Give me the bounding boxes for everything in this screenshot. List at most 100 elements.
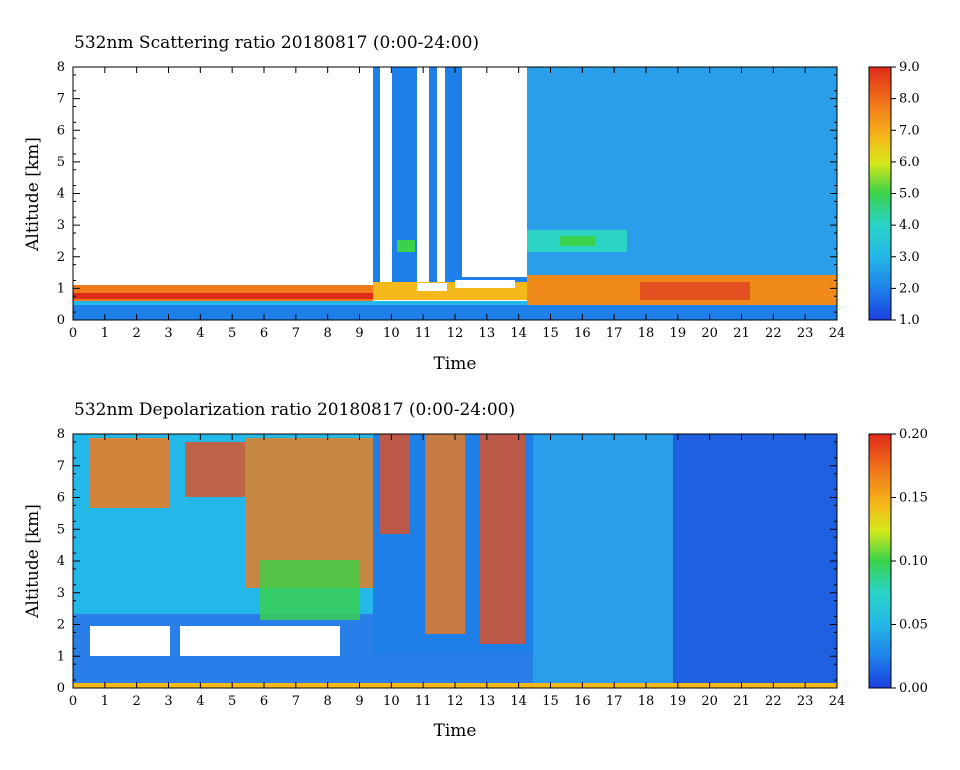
x-tick-label: 8 bbox=[324, 326, 332, 341]
cloud-edge bbox=[480, 434, 525, 644]
x-tick-label: 13 bbox=[479, 326, 496, 341]
x-tick-label: 19 bbox=[670, 694, 687, 709]
colorbar-tick-label: 8.0 bbox=[899, 92, 920, 107]
near-surface-band bbox=[73, 301, 837, 305]
y-ticks: 0 1 2 3 4 5 6 7 8 bbox=[57, 60, 837, 328]
x-tick-label: 23 bbox=[797, 694, 814, 709]
chart-title: 532nm Scattering ratio 20180817 (0:00-24… bbox=[74, 33, 479, 53]
x-tick-label: 21 bbox=[733, 694, 750, 709]
x-tick-label: 10 bbox=[383, 694, 400, 709]
y-tick-label: 7 bbox=[57, 459, 65, 474]
y-tick-label: 2 bbox=[57, 250, 65, 265]
colorbar: 1.0 2.0 3.0 4.0 5.0 6.0 7.0 8.0 9.0 bbox=[868, 60, 920, 328]
y-tick-label: 4 bbox=[57, 187, 65, 202]
x-tick-label: 24 bbox=[829, 694, 846, 709]
colorbar: 0.00 0.05 0.10 0.15 0.20 bbox=[868, 427, 928, 696]
x-tick-label: 4 bbox=[196, 694, 204, 709]
colorbar-tick-label: 1.0 bbox=[899, 313, 920, 328]
y-axis-label: Altitude [km] bbox=[23, 504, 43, 619]
x-tick-label: 16 bbox=[574, 694, 591, 709]
y-tick-label: 1 bbox=[57, 649, 65, 664]
x-tick-label: 7 bbox=[292, 694, 300, 709]
y-tick-label: 5 bbox=[57, 155, 65, 170]
boundary-layer-core bbox=[73, 293, 373, 299]
y-tick-label: 3 bbox=[57, 218, 65, 233]
x-tick-label: 3 bbox=[164, 694, 172, 709]
x-tick-label: 18 bbox=[638, 694, 655, 709]
x-tick-label: 22 bbox=[765, 694, 782, 709]
x-tick-label: 7 bbox=[292, 326, 300, 341]
x-tick-label: 24 bbox=[829, 326, 846, 341]
colorbar-tick-label: 4.0 bbox=[899, 218, 920, 233]
x-tick-label: 19 bbox=[670, 326, 687, 341]
x-tick-label: 22 bbox=[765, 326, 782, 341]
colorbar-ticks: 0.00 0.05 0.10 0.15 0.20 bbox=[891, 427, 928, 696]
x-tick-label: 16 bbox=[574, 326, 591, 341]
x-tick-label: 11 bbox=[415, 326, 432, 341]
clear-sky-region bbox=[673, 434, 837, 684]
colorbar-tick-label: 0.05 bbox=[899, 618, 928, 633]
x-tick-label: 18 bbox=[638, 326, 655, 341]
plot-area bbox=[72, 66, 838, 321]
colorbar-tick-label: 5.0 bbox=[899, 187, 920, 202]
y-tick-label: 5 bbox=[57, 522, 65, 537]
x-ticks: 0 1 2 3 4 5 6 7 8 9 10 11 12 13 14 15 16 17 18 19 20 21 22 23 24 bbox=[69, 67, 845, 341]
x-tick-label: 14 bbox=[510, 326, 527, 341]
x-tick-label: 14 bbox=[510, 694, 527, 709]
low-cloud bbox=[90, 626, 170, 656]
cloud-gap bbox=[462, 67, 527, 277]
clear-sky-region bbox=[533, 434, 673, 684]
x-tick-label: 23 bbox=[797, 326, 814, 341]
noise-patch bbox=[185, 442, 245, 497]
x-tick-label: 11 bbox=[415, 694, 432, 709]
elevated-aerosol-core bbox=[560, 236, 595, 246]
cloud-edge bbox=[425, 434, 465, 634]
y-axis: 0 1 2 3 4 5 6 7 8 Altitude [km] bbox=[23, 427, 837, 696]
cloud-edge bbox=[380, 434, 410, 534]
x-tick-label: 15 bbox=[542, 694, 559, 709]
colorbar-gradient bbox=[868, 433, 892, 689]
colorbar-tick-label: 9.0 bbox=[899, 60, 920, 75]
y-tick-label: 8 bbox=[57, 427, 65, 442]
y-axis: 0 1 2 3 4 5 6 7 8 Altitude [km] bbox=[23, 60, 837, 328]
x-tick-label: 1 bbox=[101, 326, 109, 341]
y-axis-label: Altitude [km] bbox=[23, 137, 43, 252]
x-tick-label: 1 bbox=[101, 694, 109, 709]
x-tick-label: 0 bbox=[69, 326, 77, 341]
y-tick-label: 6 bbox=[57, 123, 65, 138]
x-tick-label: 15 bbox=[542, 326, 559, 341]
x-ticks: 0 1 2 3 4 5 6 7 8 9 10 11 12 13 14 15 16 17 18 19 20 21 22 23 24 bbox=[69, 434, 845, 709]
x-tick-label: 20 bbox=[701, 326, 718, 341]
x-tick-label: 8 bbox=[324, 694, 332, 709]
cloud-base-saturation bbox=[417, 283, 447, 291]
x-axis-label: Time bbox=[434, 721, 477, 741]
x-tick-label: 17 bbox=[606, 694, 623, 709]
x-tick-label: 17 bbox=[606, 326, 623, 341]
y-tick-label: 8 bbox=[57, 60, 65, 75]
x-tick-label: 5 bbox=[228, 694, 236, 709]
y-tick-label: 0 bbox=[57, 313, 65, 328]
noise-patch bbox=[260, 560, 360, 620]
x-tick-label: 9 bbox=[355, 326, 363, 341]
x-tick-label: 6 bbox=[260, 694, 268, 709]
depolarization-ratio-panel: 532nm Depolarization ratio 20180817 (0:0… bbox=[23, 400, 928, 741]
x-tick-label: 3 bbox=[164, 326, 172, 341]
colorbar-tick-label: 7.0 bbox=[899, 123, 920, 138]
x-tick-label: 10 bbox=[383, 326, 400, 341]
cloud-gap bbox=[417, 67, 429, 282]
y-tick-label: 2 bbox=[57, 618, 65, 633]
colorbar-tick-label: 3.0 bbox=[899, 250, 920, 265]
y-ticks: 0 1 2 3 4 5 6 7 8 bbox=[57, 427, 837, 696]
x-axis: 0 1 2 3 4 5 6 7 8 9 10 11 12 13 14 15 16 17 18 19 20 21 22 23 24… bbox=[69, 434, 845, 741]
x-tick-label: 0 bbox=[69, 694, 77, 709]
y-tick-label: 1 bbox=[57, 281, 65, 296]
colorbar-tick-label: 2.0 bbox=[899, 281, 920, 296]
colorbar-tick-label: 0.00 bbox=[899, 681, 928, 696]
x-axis: 0 1 2 3 4 5 6 7 8 9 10 11 12 13 14 15 16 17 18 19 20 21 22 23 24… bbox=[69, 67, 845, 374]
plot-area bbox=[72, 433, 838, 689]
low-cloud bbox=[180, 626, 340, 656]
x-tick-label: 12 bbox=[447, 326, 464, 341]
colorbar-tick-label: 0.10 bbox=[899, 554, 928, 569]
y-tick-label: 3 bbox=[57, 586, 65, 601]
